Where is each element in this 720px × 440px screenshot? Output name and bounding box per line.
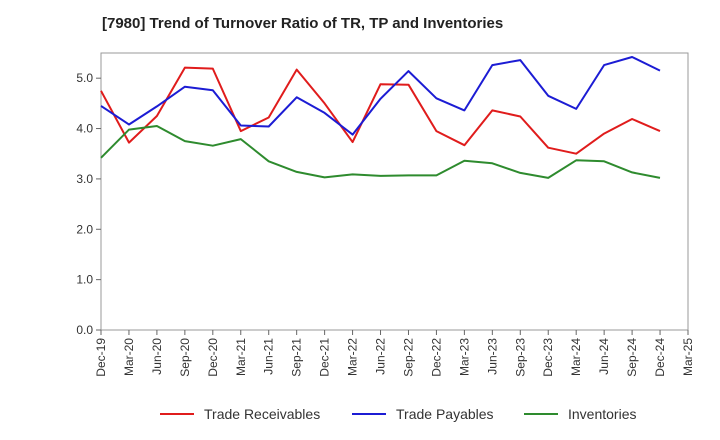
legend: Trade Receivables Trade Payables Inventori…: [160, 406, 636, 422]
y-tick-label: 2.0: [76, 222, 93, 236]
x-tick-label: Mar-25: [681, 338, 695, 376]
x-tick-label: Dec-24: [653, 338, 667, 377]
series-line-trade-receivables: [100, 66, 661, 155]
x-tick-label: Dec-21: [318, 338, 332, 377]
x-tick-label: Mar-20: [122, 338, 136, 376]
y-tick-label: 3.0: [76, 172, 93, 186]
x-tick-label: Mar-24: [569, 338, 583, 376]
x-tick-label: Sep-24: [625, 338, 639, 377]
y-tick-label: 1.0: [76, 273, 93, 287]
x-tick-label: Mar-21: [234, 338, 248, 376]
x-tick-label: Mar-23: [457, 338, 471, 376]
x-tick-label: Dec-23: [541, 338, 555, 377]
x-tick-label: Jun-22: [374, 338, 388, 375]
x-tick-label: Jun-24: [597, 338, 611, 375]
x-tick-label: Mar-22: [346, 338, 360, 376]
x-tick-label: Dec-20: [206, 338, 220, 377]
x-tick-label: Sep-23: [513, 338, 527, 377]
y-tick-label: 4.0: [76, 122, 93, 136]
x-tick-label: Dec-22: [429, 338, 443, 377]
y-tick-label: 0.0: [76, 323, 93, 337]
x-tick-label: Sep-22: [401, 338, 415, 377]
x-tick-label: Sep-21: [290, 338, 304, 377]
tick-labels: 0.0 1.0 2.0 3.0 4.0 5.0 Dec-19 Mar-20 Jun-20 Sep-…: [76, 71, 695, 377]
x-tick-label: Sep-20: [178, 338, 192, 377]
axes: [96, 52, 689, 335]
x-tick-label: Jun-23: [485, 338, 499, 375]
series-line-inventories: [100, 125, 661, 179]
series-lines: [100, 56, 661, 179]
x-tick-label: Dec-19: [94, 338, 108, 377]
series-line-trade-payables: [100, 56, 661, 136]
legend-label: Trade Payables: [396, 406, 494, 422]
y-tick-label: 5.0: [76, 71, 93, 85]
x-tick-label: Jun-21: [262, 338, 276, 375]
legend-label: Inventories: [568, 406, 636, 422]
x-tick-label: Jun-20: [150, 338, 164, 375]
plot-area: [100, 52, 689, 331]
legend-label: Trade Receivables: [204, 406, 320, 422]
chart-title: [7980] Trend of Turnover Ratio of TR, TP…: [102, 15, 504, 32]
